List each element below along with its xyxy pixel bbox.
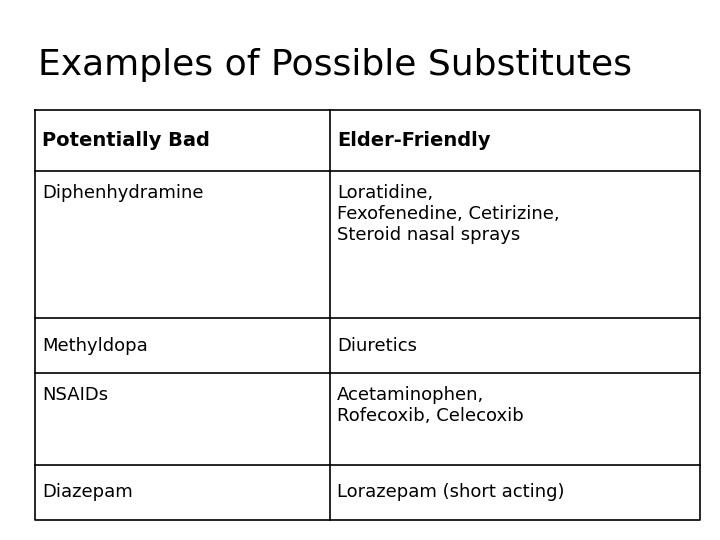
Text: Methyldopa: Methyldopa xyxy=(42,336,148,355)
Text: Diuretics: Diuretics xyxy=(337,336,417,355)
Text: Examples of Possible Substitutes: Examples of Possible Substitutes xyxy=(38,48,632,82)
Text: Lorazepam (short acting): Lorazepam (short acting) xyxy=(337,483,564,502)
Text: Diphenhydramine: Diphenhydramine xyxy=(42,184,204,202)
Text: Acetaminophen,
Rofecoxib, Celecoxib: Acetaminophen, Rofecoxib, Celecoxib xyxy=(337,386,523,425)
Text: Loratidine,
Fexofenedine, Cetirizine,
Steroid nasal sprays: Loratidine, Fexofenedine, Cetirizine, St… xyxy=(337,184,559,244)
Text: Elder-Friendly: Elder-Friendly xyxy=(337,131,490,150)
Text: NSAIDs: NSAIDs xyxy=(42,386,108,404)
Text: Potentially Bad: Potentially Bad xyxy=(42,131,210,150)
Text: Diazepam: Diazepam xyxy=(42,483,132,502)
